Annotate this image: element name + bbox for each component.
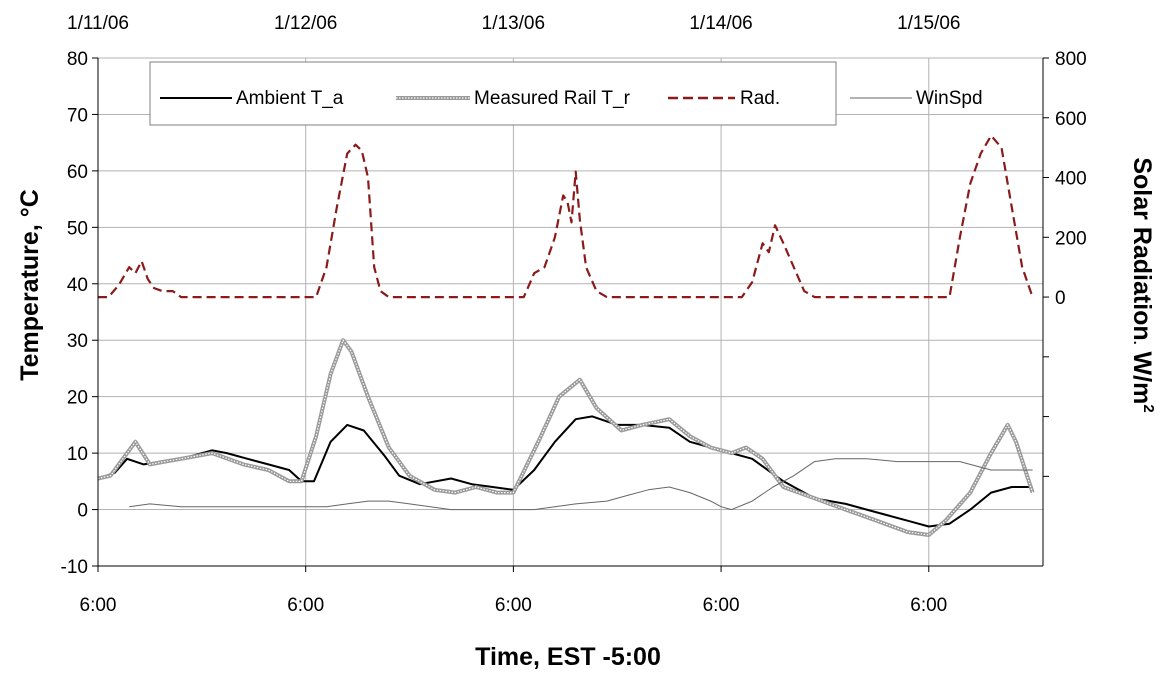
series-measured-rail-t-r-line [97,338,1035,537]
axes-layer [92,57,1049,572]
y-tick-label: 40 [67,275,88,296]
y2-tick-label: 600 [1055,109,1087,130]
y-tick-label: -10 [61,557,88,578]
y-tick-label: 20 [67,388,88,409]
y-tick-label: 60 [67,162,88,183]
legend: Ambient T_a Measured Rail T_r Rad. WinSp… [149,61,983,126]
y-tick-label: 30 [67,331,88,352]
x-axis-title: Time, EST -5:00 [475,643,661,671]
x-tick-label: 6:00 [910,595,947,616]
y2-tick-label: 200 [1055,228,1087,249]
y-tick-label: 70 [67,105,88,126]
y2-axis-title: Solar Radiation. W/m2 [1128,157,1157,412]
y2-axis-title-main: Solar Radiation [1128,157,1156,340]
legend-label-radiation: Rad. [740,88,780,109]
y2-axis-title-superscript: 2 [1140,404,1157,412]
x-top-tick-label: 1/13/06 [482,13,545,34]
grid-layer [97,57,1043,567]
y2-tick-label: 800 [1055,49,1087,70]
y2-axis-title-unit: W/m [1128,345,1156,405]
legend-label-windspeed: WinSpd [916,88,983,109]
series-winspd-line [129,458,1033,511]
series-rad-line [98,134,1034,299]
x-top-tick-label: 1/14/06 [689,13,752,34]
x-top-tick-label: 1/11/06 [67,13,129,34]
x-tick-label: 6:00 [287,595,324,616]
y-tick-label: 10 [67,444,88,465]
y-axis-title: Temperature, °C [16,189,44,381]
y2-tick-label: 400 [1055,169,1087,190]
y2-tick-label: 0 [1055,288,1066,309]
legend-box [149,61,837,126]
y-tick-label: 80 [67,49,88,70]
x-tick-label: 6:00 [703,595,740,616]
y2-axis-title-separator: . [1131,341,1147,345]
series-layer [97,134,1035,537]
x-tick-label: 6:00 [80,595,117,616]
legend-label-rail: Measured Rail T_r [474,88,631,109]
y-tick-label: 50 [67,218,88,239]
labels-layer: -10 0 10 20 30 40 50 60 70 80 6:00 1/11/06 6:00 1/12/… [61,13,1087,616]
x-tick-label: 6:00 [495,595,532,616]
x-top-tick-label: 1/15/06 [897,13,960,34]
legend-label-ambient: Ambient T_a [236,88,344,109]
x-top-tick-label: 1/12/06 [274,13,337,34]
y-tick-label: 0 [77,501,88,522]
